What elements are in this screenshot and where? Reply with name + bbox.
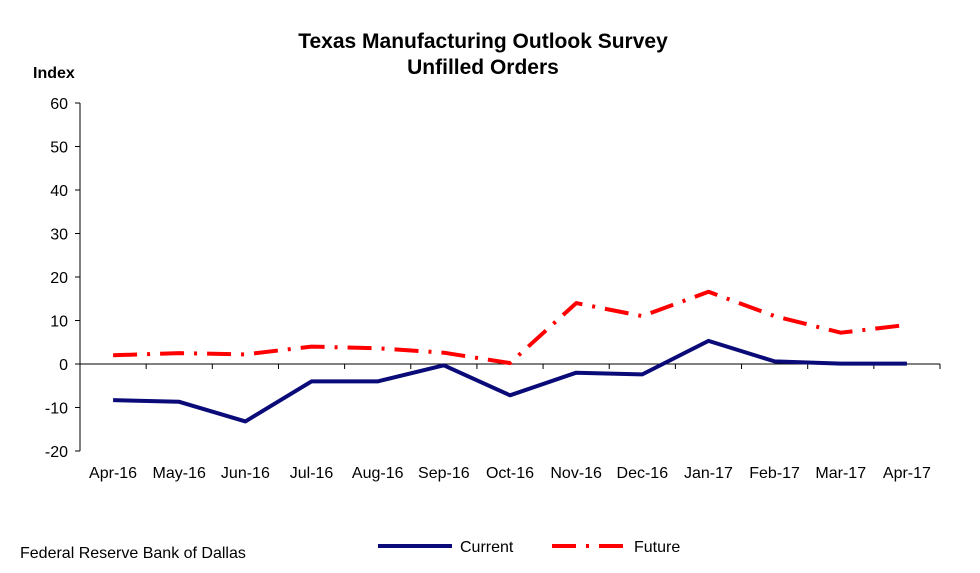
chart-title: Texas Manufacturing Outlook Survey [298, 30, 668, 53]
y-axis-label: Index [33, 65, 75, 82]
legend: Current Future [378, 539, 680, 556]
x-tick-label: Aug-16 [352, 465, 404, 482]
x-tick-label: Apr-17 [883, 465, 931, 482]
x-tick-label: Jul-16 [290, 465, 334, 482]
legend-label-future: Future [634, 539, 680, 556]
x-tick-label: Dec-16 [617, 465, 669, 482]
x-tick-label: Mar-17 [815, 465, 866, 482]
source-note: Federal Reserve Bank of Dallas [20, 545, 246, 562]
x-tick-labels: Apr-16 May-16 Jun-16 Jul-16 Aug-16 Sep-16 Oct-… [89, 465, 931, 482]
chart-subtitle: Unfilled Orders [407, 56, 559, 79]
x-tick-label: May-16 [153, 465, 206, 482]
series-line-future [113, 289, 908, 366]
y-tick-label: 40 [50, 183, 68, 200]
x-tick-label: Sep-16 [418, 465, 470, 482]
series-lines [113, 289, 908, 424]
y-tick-labels: 60 50 40 30 20 10 0 -10 -20 [45, 96, 68, 461]
x-tick-label: Jun-16 [221, 465, 270, 482]
y-tick-label: -10 [45, 401, 68, 418]
y-tick-label: -20 [45, 444, 68, 461]
x-tick-label: Feb-17 [749, 465, 800, 482]
legend-label-current: Current [460, 539, 514, 556]
x-tick-label: Jan-17 [684, 465, 733, 482]
x-tick-label: Oct-16 [486, 465, 534, 482]
series-line-current [113, 338, 907, 424]
x-tick-label: Nov-16 [550, 465, 602, 482]
y-tick-label: 60 [50, 96, 68, 113]
y-tick-label: 30 [50, 227, 68, 244]
y-tick-label: 10 [50, 314, 68, 331]
y-tick-label: 50 [50, 140, 68, 157]
x-tick-label: Apr-16 [89, 465, 137, 482]
y-tick-label: 0 [59, 357, 68, 374]
axes [75, 102, 941, 452]
y-tick-label: 20 [50, 270, 68, 287]
